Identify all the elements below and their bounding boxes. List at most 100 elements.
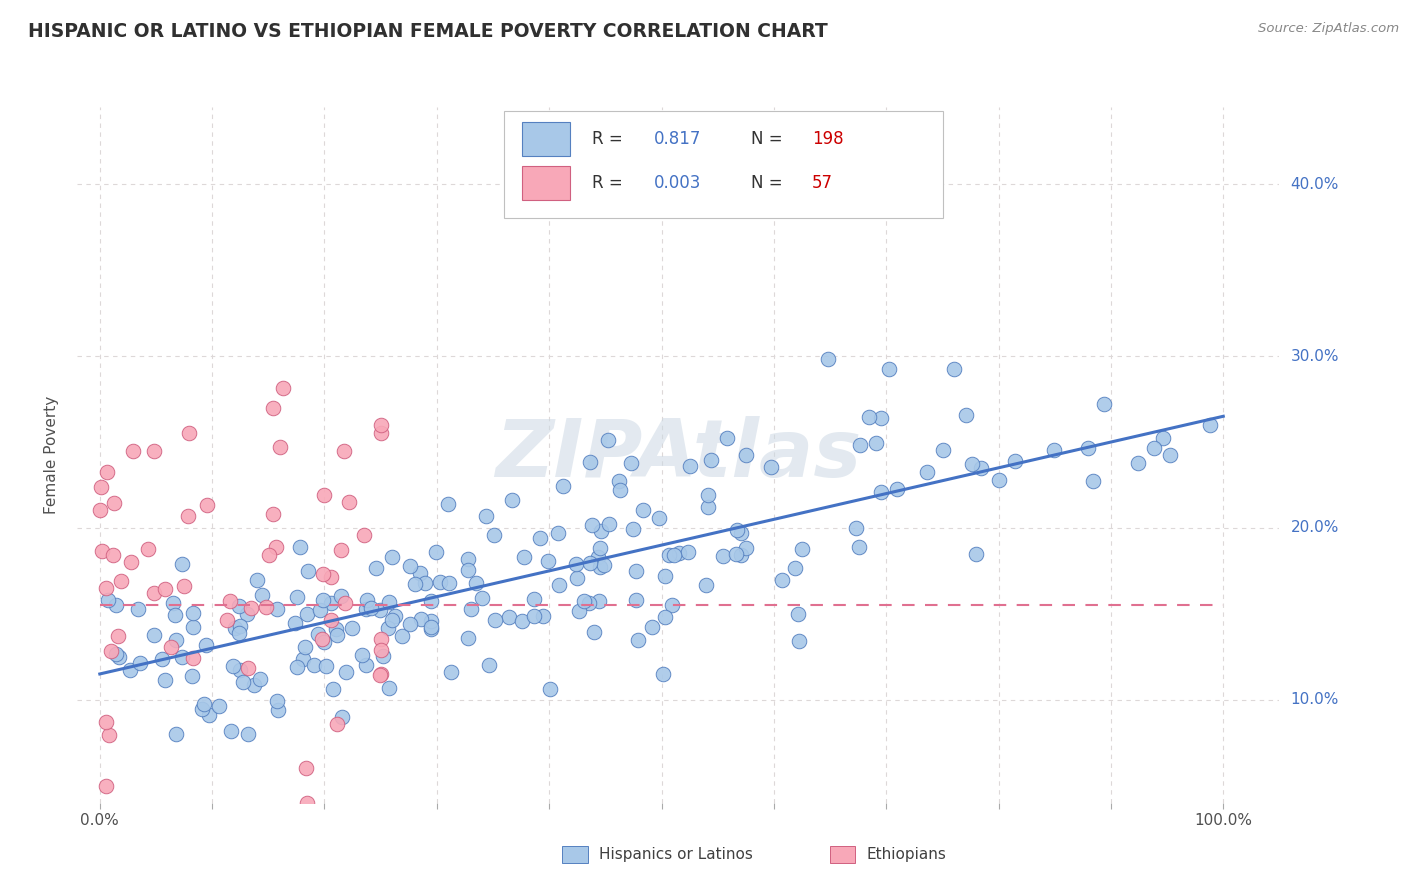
- Point: [593, 558, 616, 573]
- Point: [589, 541, 612, 555]
- Point: [711, 549, 734, 563]
- Point: [460, 601, 482, 615]
- Point: [266, 693, 288, 707]
- Point: [321, 569, 343, 583]
- Point: [965, 547, 987, 561]
- Point: [307, 627, 329, 641]
- Text: 57: 57: [811, 174, 832, 192]
- Point: [627, 633, 650, 648]
- Text: Hispanics or Latinos: Hispanics or Latinos: [599, 847, 752, 862]
- Point: [579, 556, 602, 570]
- Point: [564, 557, 586, 571]
- Point: [420, 593, 443, 607]
- Point: [654, 569, 676, 583]
- Point: [127, 602, 149, 616]
- Point: [1143, 442, 1166, 456]
- Point: [287, 660, 309, 674]
- Point: [103, 548, 125, 562]
- Point: [228, 599, 250, 613]
- Point: [197, 708, 219, 723]
- Point: [654, 609, 676, 624]
- Point: [988, 473, 1011, 487]
- Point: [165, 607, 187, 622]
- Point: [104, 598, 127, 612]
- Point: [548, 578, 571, 592]
- Point: [155, 582, 177, 596]
- Point: [311, 632, 333, 646]
- Point: [264, 540, 287, 554]
- Text: Source: ZipAtlas.com: Source: ZipAtlas.com: [1258, 22, 1399, 36]
- Point: [284, 615, 307, 630]
- Point: [108, 650, 131, 665]
- Point: [915, 466, 938, 480]
- Point: [579, 454, 602, 468]
- Point: [96, 465, 118, 479]
- Point: [609, 475, 631, 489]
- Point: [631, 503, 654, 517]
- Point: [790, 542, 813, 557]
- Point: [335, 665, 357, 679]
- Point: [353, 528, 375, 542]
- Point: [97, 593, 120, 607]
- Point: [377, 595, 399, 609]
- Point: [457, 551, 479, 566]
- Point: [153, 673, 176, 687]
- Point: [440, 665, 463, 679]
- Point: [464, 576, 486, 591]
- Point: [311, 592, 333, 607]
- Point: [398, 617, 420, 632]
- Point: [103, 496, 125, 510]
- Point: [553, 479, 575, 493]
- Point: [288, 541, 311, 555]
- Point: [172, 558, 194, 572]
- Point: [150, 651, 173, 665]
- Text: HISPANIC OR LATINO VS ETHIOPIAN FEMALE POVERTY CORRELATION CHART: HISPANIC OR LATINO VS ETHIOPIAN FEMALE P…: [28, 22, 828, 41]
- Point: [531, 608, 554, 623]
- Point: [1152, 431, 1174, 445]
- Point: [238, 727, 260, 741]
- Point: [333, 443, 356, 458]
- Point: [420, 615, 443, 629]
- Point: [578, 595, 600, 609]
- Point: [378, 681, 401, 695]
- Point: [257, 548, 280, 562]
- Point: [266, 602, 288, 616]
- Point: [273, 381, 295, 395]
- Point: [221, 723, 243, 738]
- Point: [89, 503, 111, 517]
- Point: [297, 607, 319, 621]
- Point: [240, 601, 263, 615]
- Point: [249, 672, 271, 686]
- Point: [1077, 442, 1099, 456]
- Text: 0.817: 0.817: [654, 130, 702, 148]
- Text: 198: 198: [811, 130, 844, 148]
- Point: [391, 629, 413, 643]
- Point: [471, 591, 494, 605]
- Point: [1159, 448, 1181, 462]
- FancyBboxPatch shape: [522, 166, 571, 200]
- Point: [291, 652, 314, 666]
- Point: [224, 621, 246, 635]
- Point: [725, 524, 748, 538]
- Text: Ethiopians: Ethiopians: [866, 847, 946, 862]
- Point: [373, 648, 395, 663]
- Point: [122, 444, 145, 458]
- Text: ZIPAtlas: ZIPAtlas: [495, 416, 862, 494]
- Point: [177, 508, 200, 523]
- Point: [297, 564, 319, 578]
- Point: [413, 576, 436, 591]
- Point: [195, 498, 218, 512]
- Point: [319, 613, 342, 627]
- Point: [786, 607, 808, 621]
- Point: [350, 648, 373, 663]
- Point: [657, 548, 679, 562]
- Point: [354, 657, 377, 672]
- Point: [360, 601, 382, 615]
- Point: [598, 516, 620, 531]
- Point: [589, 559, 612, 574]
- Point: [668, 546, 690, 560]
- Point: [1092, 396, 1115, 410]
- Text: R =: R =: [592, 174, 628, 192]
- Point: [1126, 457, 1149, 471]
- Point: [1198, 418, 1220, 433]
